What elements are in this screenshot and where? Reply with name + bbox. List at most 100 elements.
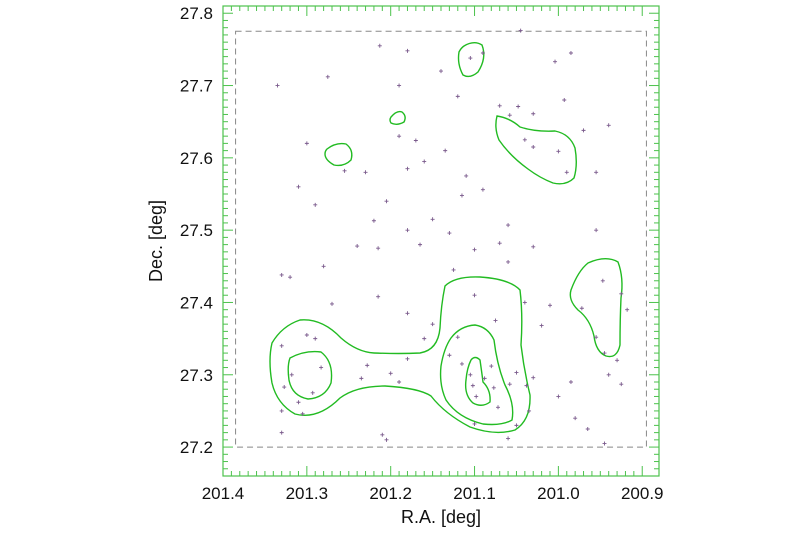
y-tick-label: 27.4 [180,293,213,312]
data-point [418,242,423,247]
x-tick-labels: 201.4 201.3 201.2 201.1 201.0 200.9 [202,484,664,503]
data-points [275,28,630,446]
contour-left-inner [287,350,333,400]
data-point [507,113,512,118]
data-point [304,141,309,146]
x-tick-label: 201.1 [453,484,496,503]
data-point [282,385,287,390]
contour-right [569,258,623,358]
data-point [342,168,347,173]
data-point [330,301,334,306]
data-point [480,51,485,55]
x-tick-label: 201.4 [202,484,245,503]
y-tick-label: 27.6 [180,149,213,168]
data-point [556,394,561,399]
survey-footprint [235,30,647,448]
data-point [470,383,475,388]
data-point [359,376,364,381]
data-point [397,134,402,139]
data-point [472,247,477,252]
data-point [304,333,309,337]
y-tick-label: 27.5 [180,221,213,240]
data-point [455,335,460,340]
data-point [553,59,558,64]
data-point [279,343,284,348]
data-point [496,405,501,410]
x-tick-label: 201.3 [286,484,329,503]
data-point [562,98,567,102]
data-point [313,202,318,207]
data-point [472,421,477,426]
data-point [556,149,561,154]
data-point [497,241,502,246]
data-point [531,375,536,380]
data-point [397,380,402,384]
data-point [422,159,427,164]
data-point [405,311,410,316]
data-point [581,128,586,133]
data-point [531,111,536,116]
contour-center-inner [439,324,514,426]
data-point [600,278,605,283]
data-point [527,408,532,413]
data-point [585,427,590,431]
y-axis-label: Dec. [deg] [146,200,166,282]
data-point [579,306,584,311]
contour-top-small-b [389,110,406,125]
data-point [516,104,521,109]
data-point [405,48,410,53]
data-point [443,148,448,153]
data-point [606,123,611,128]
data-point [279,430,284,435]
data-point [363,170,368,175]
data-point [371,218,376,223]
data-point [279,272,284,277]
data-point [355,244,360,249]
data-point [497,103,502,108]
data-point [594,335,599,340]
data-point [468,56,473,61]
data-point [296,400,301,405]
data-point [313,336,318,341]
data-point [310,390,315,395]
y-tick-labels: 27.2 27.3 27.4 27.5 27.6 27.7 27.8 [180,4,213,457]
data-point [619,291,624,296]
data-point [474,394,479,399]
data-point [472,293,477,298]
data-point [568,51,573,55]
data-point [459,361,464,366]
data-point [439,69,443,74]
data-point [482,376,487,381]
data-point [606,372,611,377]
data-point [568,380,573,384]
y-tick-label: 27.2 [180,438,213,457]
data-point [506,436,511,441]
data-point [602,351,607,356]
data-point [397,83,402,88]
data-point [514,370,519,375]
data-point [447,231,452,236]
data-point [365,363,370,368]
data-point [451,267,456,272]
data-point [539,323,544,328]
data-point [564,170,569,175]
density-contours [269,42,623,434]
data-point [376,246,381,251]
data-point [518,28,523,33]
data-point [514,423,519,428]
data-point [405,228,410,233]
contour-center-core [464,356,491,406]
data-point [524,383,529,388]
data-point [531,244,536,249]
data-point [507,382,512,387]
data-point [489,364,494,369]
data-point [300,411,305,416]
data-point [493,318,498,323]
data-point [491,385,496,390]
data-point [615,358,620,363]
x-tick-label: 201.2 [369,484,412,503]
data-point [413,138,418,143]
data-point [288,275,293,280]
